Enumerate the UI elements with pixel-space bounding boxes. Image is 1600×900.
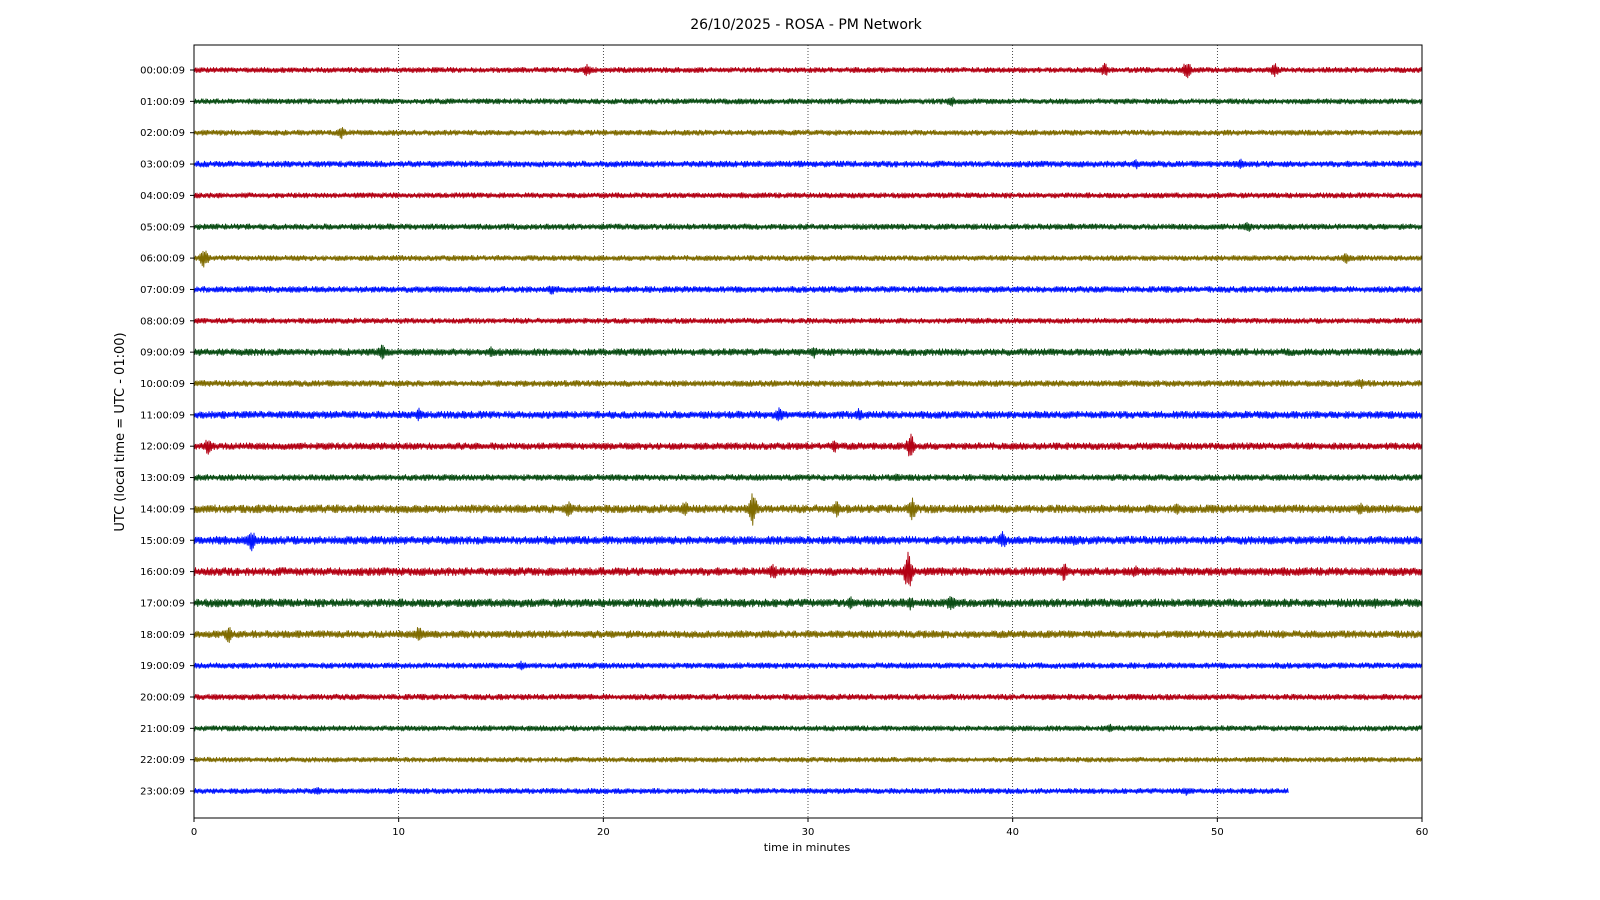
y-tick-label: 05:00:09 [140,222,185,233]
trace-line [193,433,1423,457]
trace-line [193,344,1423,360]
y-tick-label: 06:00:09 [140,254,185,265]
y-tick-label: 22:00:09 [140,755,185,766]
y-tick-label: 07:00:09 [140,285,185,296]
trace-line [193,96,1423,107]
y-tick-label: 08:00:09 [140,316,185,327]
y-tick-label: 20:00:09 [140,693,185,704]
trace-line [193,285,1423,295]
y-tick-label: 11:00:09 [140,410,185,421]
trace-line [193,62,1423,79]
x-tick-label: 60 [1416,827,1429,838]
x-axis-ticks: 0 10 20 30 40 50 60 [191,818,1429,838]
trace-line [193,192,1423,199]
trace-line [193,250,1423,268]
trace-line [193,723,1423,733]
x-tick-label: 20 [597,827,610,838]
y-tick-label: 04:00:09 [140,191,185,202]
trace-line [193,787,1289,796]
chart-title: 26/10/2025 - ROSA - PM Network [690,17,922,33]
x-tick-label: 40 [1006,827,1019,838]
y-tick-label: 17:00:09 [140,598,185,609]
x-tick-label: 30 [802,827,815,838]
y-tick-label: 15:00:09 [140,536,185,547]
y-tick-label: 13:00:09 [140,473,185,484]
y-tick-label: 18:00:09 [140,630,185,641]
trace-line [193,756,1423,763]
trace-line [193,473,1423,482]
y-tick-label: 14:00:09 [140,504,185,515]
trace-line [193,379,1423,390]
y-tick-label: 09:00:09 [140,348,185,359]
y-tick-label: 21:00:09 [140,724,185,735]
y-tick-label: 16:00:09 [140,567,185,578]
x-tick-label: 0 [191,827,197,838]
trace-rows [193,62,1423,796]
x-axis-label: time in minutes [764,841,851,854]
trace-line [193,221,1423,232]
trace-line [193,660,1423,671]
y-tick-label: 03:00:09 [140,160,185,171]
x-tick-label: 10 [392,827,405,838]
trace-line [193,127,1423,140]
trace-line [193,493,1423,526]
trace-line [193,158,1423,170]
trace-line [193,596,1423,611]
y-tick-label: 12:00:09 [140,442,185,453]
trace-line [193,693,1423,701]
trace-line [193,551,1423,587]
trace-line [193,626,1423,643]
x-tick-label: 50 [1211,827,1224,838]
y-tick-label: 10:00:09 [140,379,185,390]
y-tick-label: 23:00:09 [140,787,185,798]
y-tick-label: 01:00:09 [140,97,185,108]
y-axis-ticks: 00:00:09 01:00:09 02:00:09 03:00:09 04:00:09… [140,66,194,798]
y-axis-label: UTC (local time = UTC - 01:00) [113,332,128,531]
trace-line [193,530,1423,552]
y-tick-label: 02:00:09 [140,128,185,139]
trace-line [193,407,1423,422]
trace-line [193,317,1423,324]
y-tick-label: 19:00:09 [140,661,185,672]
y-tick-label: 00:00:09 [140,66,185,77]
